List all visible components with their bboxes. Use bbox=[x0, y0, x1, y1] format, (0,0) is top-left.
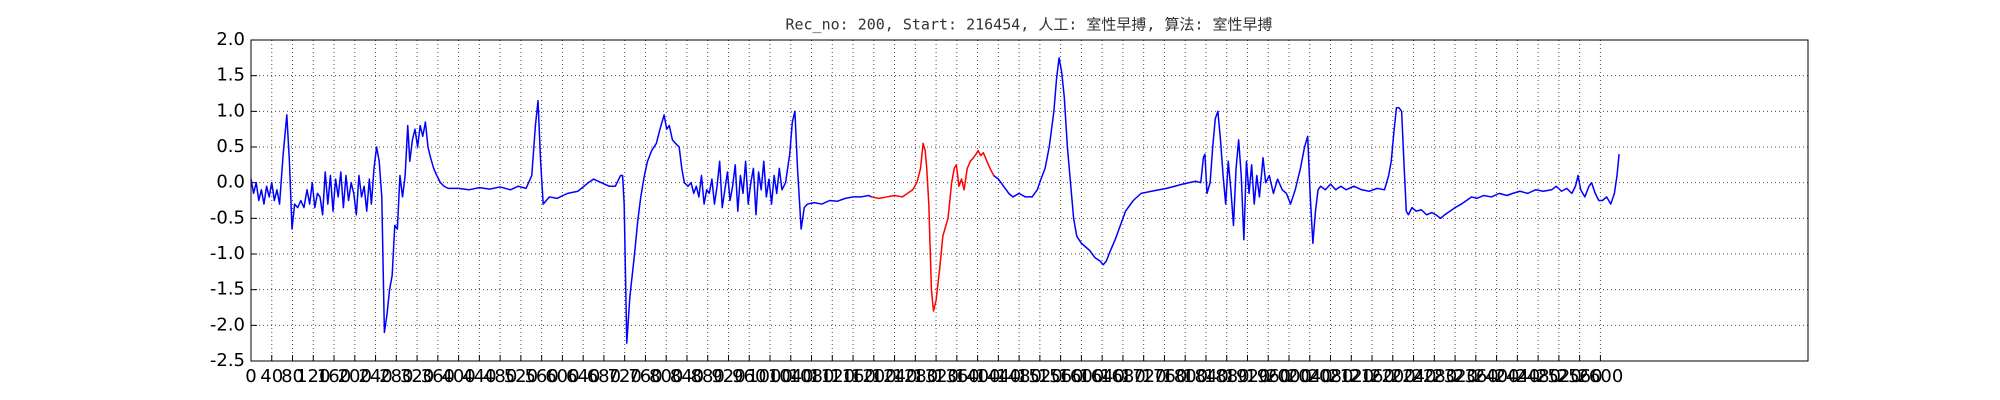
x-tick-label: 0 bbox=[245, 366, 256, 387]
x-tick-label: 1480 bbox=[996, 366, 1042, 387]
x-tick-label: 1360 bbox=[934, 366, 980, 387]
x-tick-label: 2480 bbox=[1515, 366, 1561, 387]
x-tick-label: 640 bbox=[566, 366, 600, 387]
x-tick-label: 80 bbox=[281, 366, 304, 387]
x-tick-label: 480 bbox=[483, 366, 517, 387]
x-tick-label: 1440 bbox=[975, 366, 1021, 387]
x-tick-label: 960 bbox=[732, 366, 766, 387]
x-tick-label: 680 bbox=[587, 366, 621, 387]
x-tick-label: 2600 bbox=[1577, 366, 1623, 387]
y-tick-label: -2.0 bbox=[210, 314, 245, 335]
y-tick-label: 1.0 bbox=[216, 100, 245, 121]
x-tick-label: 440 bbox=[462, 366, 496, 387]
x-tick-label: 1160 bbox=[830, 366, 876, 387]
x-tick-label: 880 bbox=[691, 366, 725, 387]
y-tick-label: 1.5 bbox=[216, 65, 245, 86]
x-tick-label: 1400 bbox=[955, 366, 1001, 387]
x-tick-label: 2120 bbox=[1328, 366, 1374, 387]
x-tick-label: 1520 bbox=[1017, 366, 1063, 387]
y-tick-label: 0.0 bbox=[216, 172, 245, 193]
x-tick-label: 1760 bbox=[1142, 366, 1188, 387]
x-tick-label: 200 bbox=[338, 366, 372, 387]
x-tick-label: 1320 bbox=[913, 366, 959, 387]
y-tick-label: -0.5 bbox=[210, 207, 245, 228]
x-tick-label: 2280 bbox=[1411, 366, 1457, 387]
x-tick-label: 2320 bbox=[1432, 366, 1478, 387]
x-tick-label: 1840 bbox=[1183, 366, 1229, 387]
x-tick-label: 800 bbox=[649, 366, 683, 387]
x-tick-label: 760 bbox=[628, 366, 662, 387]
x-tick-label: 2080 bbox=[1308, 366, 1354, 387]
x-tick-label: 2440 bbox=[1494, 366, 1540, 387]
x-tick-label: 1200 bbox=[851, 366, 897, 387]
x-tick-label: 1240 bbox=[872, 366, 918, 387]
y-tick-label: 2.0 bbox=[216, 29, 245, 50]
x-tick-label: 2000 bbox=[1266, 366, 1312, 387]
x-tick-label: 840 bbox=[670, 366, 704, 387]
y-tick-label: -2.5 bbox=[210, 350, 245, 371]
x-tick-label: 240 bbox=[358, 366, 392, 387]
x-tick-label: 920 bbox=[711, 366, 745, 387]
x-tick-label: 2360 bbox=[1453, 366, 1499, 387]
x-tick-label: 1960 bbox=[1245, 366, 1291, 387]
x-tick-label: 2200 bbox=[1370, 366, 1416, 387]
ecg-line bbox=[993, 57, 1620, 266]
x-tick-label: 520 bbox=[504, 366, 538, 387]
ecg-line bbox=[250, 99, 873, 344]
x-tick-label: 1680 bbox=[1100, 366, 1146, 387]
x-tick-label: 720 bbox=[608, 366, 642, 387]
x-tick-label: 2520 bbox=[1536, 366, 1582, 387]
chart-title: Rec_no: 200, Start: 216454, 人工: 室性早搏, 算法… bbox=[785, 16, 1272, 34]
plot-frame bbox=[250, 39, 1809, 362]
ecg-line bbox=[871, 142, 995, 312]
x-tick-label: 1560 bbox=[1038, 366, 1084, 387]
x-tick-label: 360 bbox=[421, 366, 455, 387]
x-tick-label: 1280 bbox=[892, 366, 938, 387]
x-tick-label: 1600 bbox=[1058, 366, 1104, 387]
y-tick-label: 0.5 bbox=[216, 136, 245, 157]
x-tick-label: 1080 bbox=[789, 366, 835, 387]
x-tick-label: 1000 bbox=[747, 366, 793, 387]
x-tick-label: 40 bbox=[260, 366, 283, 387]
x-tick-label: 2040 bbox=[1287, 366, 1333, 387]
x-tick-label: 1720 bbox=[1121, 366, 1167, 387]
x-tick-label: 1920 bbox=[1225, 366, 1271, 387]
x-tick-label: 1040 bbox=[768, 366, 814, 387]
x-tick-label: 120 bbox=[296, 366, 330, 387]
x-tick-label: 560 bbox=[524, 366, 558, 387]
x-tick-label: 400 bbox=[441, 366, 475, 387]
x-tick-label: 1880 bbox=[1204, 366, 1250, 387]
x-tick-label: 2160 bbox=[1349, 366, 1395, 387]
x-tick-label: 2240 bbox=[1391, 366, 1437, 387]
x-tick-label: 600 bbox=[545, 366, 579, 387]
x-tick-label: 1120 bbox=[809, 366, 855, 387]
x-tick-label: 2560 bbox=[1557, 366, 1603, 387]
x-tick-label: 280 bbox=[379, 366, 413, 387]
x-tick-label: 2400 bbox=[1474, 366, 1520, 387]
y-tick-label: -1.0 bbox=[210, 243, 245, 264]
x-tick-label: 1800 bbox=[1162, 366, 1208, 387]
x-tick-label: 320 bbox=[400, 366, 434, 387]
x-tick-label: 160 bbox=[317, 366, 351, 387]
y-tick-label: -1.5 bbox=[210, 279, 245, 300]
x-tick-label: 1640 bbox=[1079, 366, 1125, 387]
